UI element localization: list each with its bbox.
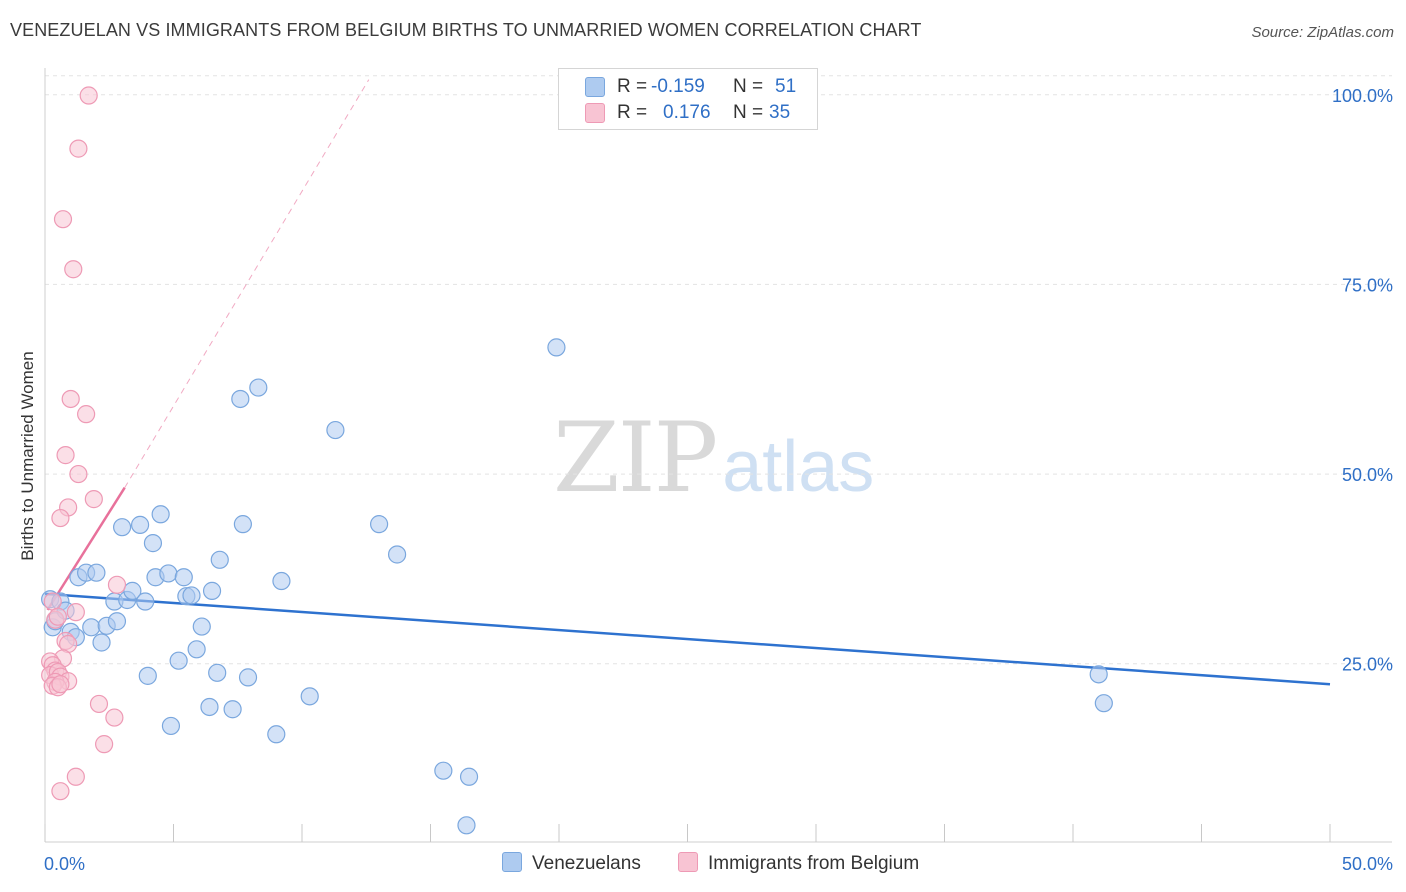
- point-belgium: [66, 767, 85, 786]
- bottom-legend-label: Venezuelans: [532, 853, 641, 874]
- point-venezuelans: [130, 515, 150, 534]
- point-venezuelans: [238, 668, 258, 687]
- trend-line-venezuelans: [44, 592, 1331, 686]
- y-tick-label: 75.0%: [1342, 275, 1393, 295]
- point-venezuelans: [231, 389, 250, 409]
- point-venezuelans: [159, 564, 178, 583]
- point-belgium: [69, 139, 88, 158]
- point-venezuelans: [459, 767, 479, 786]
- point-venezuelans: [547, 338, 566, 357]
- y-tick-label: 100.0%: [1332, 86, 1393, 106]
- point-belgium: [51, 782, 70, 801]
- point-venezuelans: [182, 586, 201, 605]
- point-venezuelans: [370, 515, 389, 534]
- x-tick-label-min: 0.0%: [44, 854, 85, 874]
- point-belgium: [51, 675, 70, 694]
- legend-r-value: 0.176: [663, 102, 711, 123]
- point-venezuelans: [123, 581, 142, 600]
- point-venezuelans: [202, 581, 222, 600]
- point-venezuelans: [434, 761, 453, 780]
- point-belgium: [105, 708, 124, 727]
- bottom-legend-belgium: Immigrants from Belgium: [678, 852, 919, 875]
- point-venezuelans: [267, 725, 286, 744]
- point-venezuelans: [208, 663, 227, 682]
- point-venezuelans: [143, 534, 163, 553]
- gridlines: [45, 75, 1392, 665]
- legend-swatch-venezuelans: [585, 77, 605, 97]
- point-venezuelans: [1094, 694, 1113, 713]
- legend-r-value: -0.159: [651, 76, 705, 97]
- point-venezuelans: [82, 618, 101, 637]
- legend-r-label: R =: [617, 76, 648, 97]
- point-belgium: [89, 694, 109, 714]
- point-venezuelans: [107, 612, 127, 631]
- legend-r-label: R =: [617, 102, 648, 123]
- point-belgium: [107, 575, 127, 594]
- point-belgium: [56, 446, 75, 465]
- point-venezuelans: [136, 592, 155, 611]
- point-venezuelans: [1089, 665, 1108, 684]
- trend-line-belgium: [46, 487, 126, 611]
- legend-n-value: 35: [769, 102, 791, 123]
- y-tick-label: 50.0%: [1342, 465, 1393, 485]
- point-venezuelans: [161, 716, 181, 736]
- legend-n-label: N =: [733, 76, 764, 97]
- data-points: [41, 86, 1113, 835]
- point-belgium: [95, 735, 114, 754]
- y-tick-label: 25.0%: [1342, 655, 1393, 675]
- bottom-legend-swatch-venezuelans: [502, 852, 522, 872]
- point-venezuelans: [174, 568, 193, 587]
- point-belgium: [48, 607, 67, 626]
- bottom-legend-label: Immigrants from Belgium: [708, 853, 920, 874]
- point-venezuelans: [457, 816, 476, 835]
- point-venezuelans: [300, 687, 319, 706]
- point-venezuelans: [233, 515, 252, 534]
- point-venezuelans: [326, 420, 345, 440]
- point-belgium: [64, 260, 83, 279]
- point-venezuelans: [200, 697, 219, 717]
- point-venezuelans: [112, 518, 132, 537]
- point-venezuelans: [187, 640, 206, 659]
- point-venezuelans: [387, 545, 407, 564]
- point-venezuelans: [92, 633, 111, 652]
- point-belgium: [51, 508, 70, 528]
- legend-n-value: 51: [775, 76, 797, 97]
- bottom-legend-swatch-belgium: [678, 852, 698, 872]
- point-belgium: [66, 603, 85, 622]
- point-belgium: [77, 405, 96, 424]
- tick-labels: 25.0% 50.0% 75.0% 100.0% 0.0% 50.0%: [44, 86, 1393, 874]
- point-venezuelans: [272, 571, 291, 591]
- point-venezuelans: [210, 550, 229, 569]
- chart-title: VENEZUELAN VS IMMIGRANTS FROM BELGIUM BI…: [10, 20, 922, 40]
- correlation-legend: R = -0.159 N = 51 R = 0.176 N = 35: [558, 68, 818, 130]
- point-venezuelans: [151, 505, 170, 524]
- x-tick-label-max: 50.0%: [1342, 854, 1393, 874]
- point-belgium: [69, 464, 88, 484]
- legend-swatch-belgium: [585, 103, 605, 123]
- axes: [44, 68, 1392, 843]
- point-belgium: [53, 210, 73, 229]
- legend-n-label: N =: [733, 102, 764, 123]
- point-venezuelans: [87, 563, 106, 582]
- point-venezuelans: [223, 700, 242, 719]
- source-label: Source: ZipAtlas.com: [1251, 24, 1394, 41]
- point-venezuelans: [192, 617, 211, 636]
- trend-lines: [44, 79, 1331, 686]
- point-venezuelans: [249, 378, 268, 397]
- bottom-legend-venezuelans: Venezuelans: [502, 852, 641, 875]
- point-venezuelans: [169, 651, 188, 670]
- trend-extension-belgium: [124, 79, 370, 488]
- point-venezuelans: [138, 666, 157, 685]
- point-belgium: [43, 592, 62, 611]
- point-belgium: [84, 490, 103, 509]
- point-belgium: [61, 389, 80, 409]
- point-belgium: [79, 86, 98, 105]
